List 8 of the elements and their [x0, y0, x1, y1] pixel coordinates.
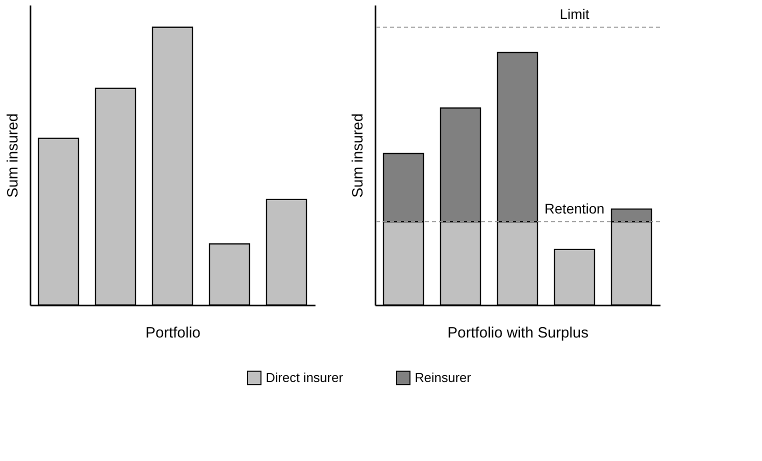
legend-label: Reinsurer — [414, 370, 472, 385]
ref-line-label: Retention — [544, 200, 604, 217]
legend-label: Direct insurer — [266, 370, 344, 385]
ref-line-label: Limit — [560, 6, 590, 22]
y-axis-title: Sum insured — [4, 113, 22, 198]
x-axis-title: Portfolio with Surplus — [448, 324, 588, 342]
x-axis-title: Portfolio — [145, 324, 201, 342]
y-axis-title: Sum insured — [350, 113, 366, 198]
